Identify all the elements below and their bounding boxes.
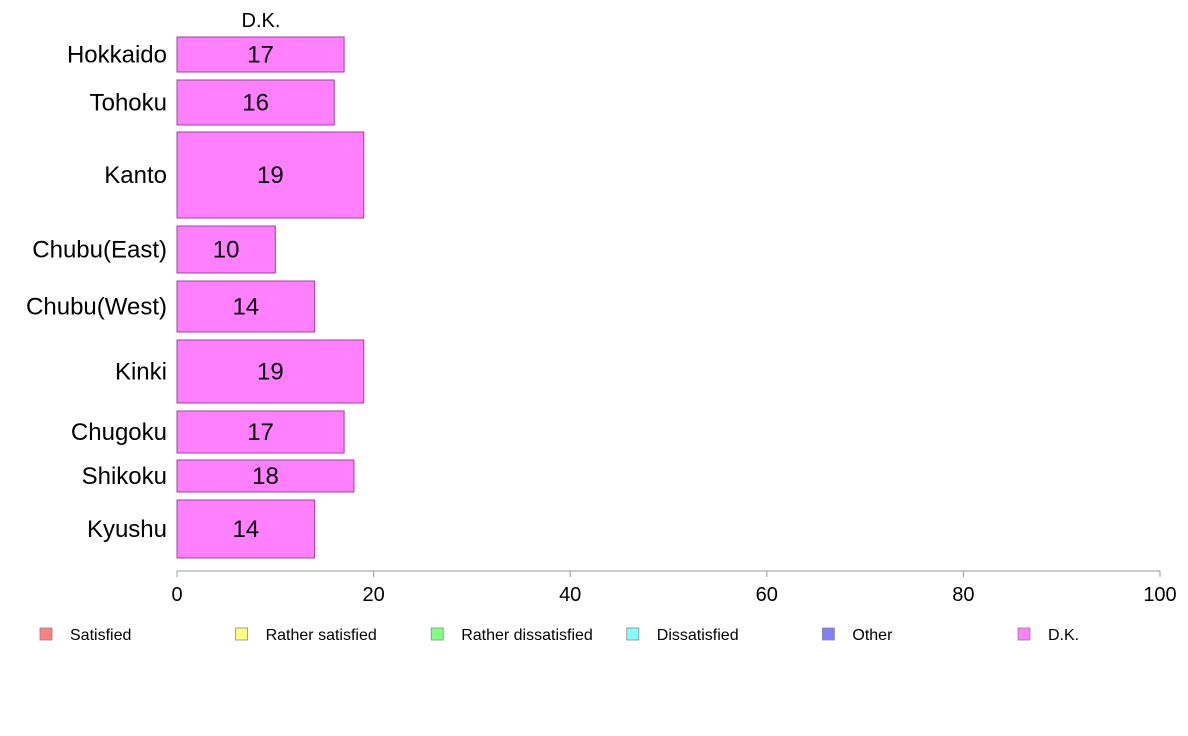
bar — [176, 36, 345, 73]
bar-value-label: 19 — [257, 162, 284, 189]
bars-group: Hokkaido 17 Tohoku 16 Kanto 19 Chubu(East) 10 Ch… — [26, 36, 365, 559]
bar — [176, 280, 316, 333]
legend-label: D.K. — [1048, 627, 1079, 644]
x-tick-label: 100 — [1143, 584, 1176, 606]
category-label: Shikoku — [82, 463, 167, 490]
column-title: D.K. — [242, 10, 281, 32]
legend-swatch — [1017, 627, 1031, 641]
legend-label: Satisfied — [70, 627, 131, 644]
category-label: Tohoku — [90, 90, 167, 117]
bar-value-label: 18 — [252, 463, 279, 490]
x-tick-label: 40 — [559, 584, 581, 606]
legend-swatch — [822, 627, 835, 641]
category-label: Kyushu — [87, 516, 167, 543]
bar — [176, 499, 316, 559]
bar — [176, 225, 276, 274]
legend-swatch — [235, 627, 249, 641]
bar — [176, 339, 365, 404]
category-label: Chubu(East) — [32, 237, 167, 264]
x-tick-label: 0 — [171, 584, 182, 606]
bar-value-label: 19 — [257, 359, 284, 386]
bar-value-label: 17 — [247, 42, 274, 69]
bar-value-label: 16 — [242, 90, 269, 117]
legend: Satisfied Rather satisfied Rather dissatis… — [39, 627, 1079, 644]
x-tick-label: 60 — [756, 584, 778, 606]
x-tick-label: 80 — [952, 584, 974, 606]
bar — [176, 131, 365, 219]
legend-label: Rather satisfied — [266, 627, 377, 644]
legend-label: Dissatisfied — [657, 627, 739, 644]
bar-value-label: 14 — [232, 294, 259, 321]
category-label: Kanto — [104, 162, 167, 189]
x-tick-label: 20 — [362, 584, 384, 606]
bar — [176, 79, 335, 126]
legend-label: Rather dissatisfied — [461, 627, 593, 644]
bar-value-label: 17 — [247, 419, 274, 446]
legend-swatch — [626, 627, 640, 641]
legend-label: Other — [852, 627, 893, 644]
category-label: Kinki — [115, 359, 167, 386]
bar-value-label: 14 — [232, 516, 259, 543]
category-label: Chubu(West) — [26, 294, 167, 321]
category-label: Hokkaido — [67, 42, 167, 69]
x-axis: 0 20 40 60 80 100 — [171, 570, 1177, 606]
category-label: Chugoku — [71, 419, 167, 446]
legend-swatch — [430, 627, 444, 641]
legend-swatch — [39, 627, 53, 641]
bar — [176, 410, 345, 454]
bar-value-label: 10 — [213, 237, 240, 264]
bar — [176, 459, 355, 493]
